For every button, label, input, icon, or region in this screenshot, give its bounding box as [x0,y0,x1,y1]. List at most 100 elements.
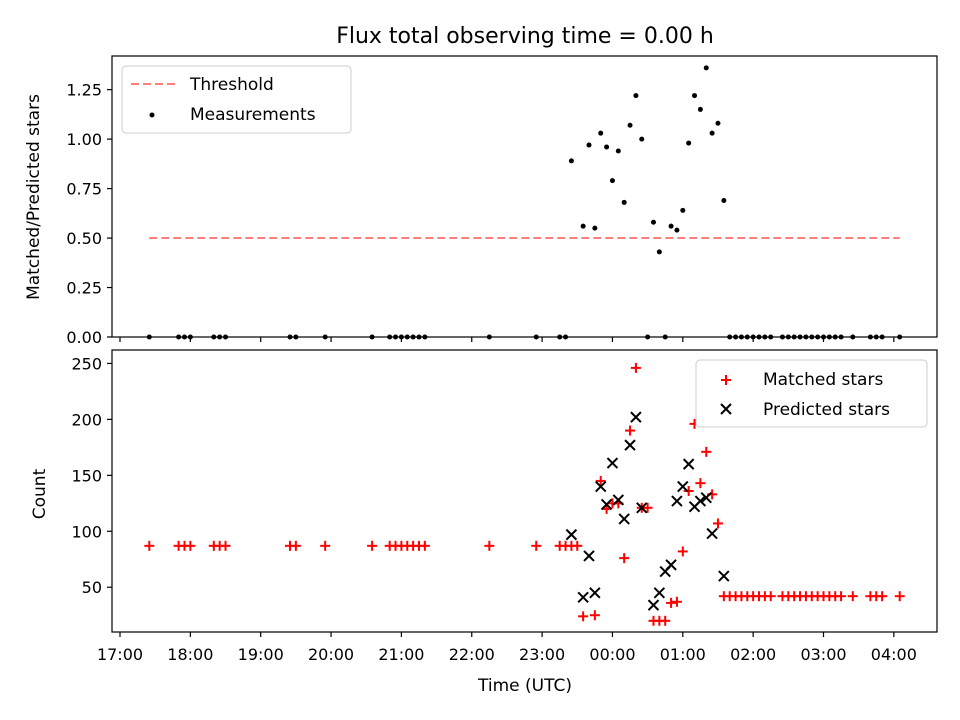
matched-star-point [695,478,706,489]
bottom-y-tick-label: 100 [71,522,102,541]
predicted-star-point [606,457,619,469]
measurement-point [721,197,727,203]
predicted-star-point [612,494,625,506]
matched-star-point [595,475,606,486]
measurement-point [680,207,686,213]
predicted-star-point [565,528,578,541]
predicted-star-point [630,411,642,423]
matched-star-point [290,540,301,551]
measurement-point [568,158,574,164]
measurement-point [615,148,621,154]
legend-matched-label: Matched stars [763,370,883,390]
x-tick-label: 21:00 [378,645,424,664]
measurement-point [586,142,592,148]
legend-measurements-swatch [149,112,155,118]
legend-measurements-label: Measurements [190,105,316,125]
measurement-point [609,178,615,184]
matched-star-point [894,591,905,602]
measurement-point [627,122,633,128]
predicted-star-point [636,502,648,514]
matched-star-point [185,540,196,551]
predicted-star-point [718,570,730,582]
predicted-star-point [589,587,601,599]
top-y-axis-label: Matched/Predicted stars [24,94,44,300]
matched-star-point [642,502,653,513]
bottom-legend: Matched stars Predicted stars [695,359,928,428]
x-tick-label: 02:00 [730,645,776,664]
chart-title: Flux total observing time = 0.00 h [336,24,714,49]
x-tick-label: 04:00 [871,645,917,664]
measurement-point [592,225,598,231]
measurement-point [580,223,586,229]
matched-star-point [877,591,888,602]
predicted-star-point [647,599,660,611]
bottom-y-tick-label: 50 [82,578,102,597]
top-y-tick-label: 0.25 [66,279,102,298]
matched-star-point [531,540,542,551]
bottom-axes-frame [111,349,938,633]
measurement-point [697,106,703,112]
matched-star-point [220,540,231,551]
x-tick-label: 19:00 [238,645,284,664]
top-y-tick-label: 0.00 [66,328,102,347]
legend-predicted-label: Predicted stars [763,400,890,420]
matched-star-point [484,540,495,551]
bottom-legend-box [695,359,928,428]
bottom-y-tick-label: 250 [71,354,102,373]
bottom-y-axis-label: Count [30,468,50,519]
measurement-point [715,120,721,126]
matched-star-point [320,540,331,551]
predicted-star-point [694,495,707,507]
measurement-point [692,93,698,99]
top-y-tick-label: 0.75 [66,180,102,199]
measurement-point [674,227,680,233]
matched-star-point [630,362,641,373]
top-legend: Threshold Measurements [121,65,352,134]
x-tick-label: 17:00 [97,645,143,664]
predicted-star-point [653,587,666,599]
matched-star-point [683,486,694,496]
matched-star-point [578,611,589,622]
measurement-point [709,130,715,136]
matched-star-point [666,597,677,608]
legend-threshold-label: Threshold [189,75,274,95]
x-tick-label: 18:00 [167,645,213,664]
predicted-star-point [665,559,677,571]
matched-star-point [419,540,430,551]
predicted-star-point [700,492,712,504]
predicted-star-point [595,480,607,493]
top-panel: 0.00 0.25 0.50 0.75 1.00 1.25 Matched/Predict… [24,55,938,347]
predicted-star-point [677,480,689,493]
top-axes-frame [111,55,938,338]
matched-star-point [572,540,583,551]
matched-star-point [836,591,847,602]
top-y-tick-label: 1.25 [66,81,102,100]
matched-star-point [701,446,712,457]
measurement-point [639,136,645,142]
matched-star-point [765,591,776,602]
x-tick-label: 01:00 [660,645,706,664]
measurement-point [604,144,610,150]
top-y-tick-label: 0.50 [66,229,102,248]
predicted-star-point [706,527,718,540]
matched-star-point [660,615,671,626]
measurement-point [621,199,627,205]
measurement-point [633,93,639,99]
matched-star-point [619,553,630,564]
x-tick-label: 22:00 [449,645,495,664]
measurement-point [668,223,674,229]
top-y-tick-label: 1.00 [66,130,102,149]
bottom-panel: 50 100 150 200 250 17:00 18:00 19:00 20:00 21:00… [30,349,938,696]
measurement-point [686,140,692,146]
matched-star-point [367,540,378,551]
x-tick-label: 20:00 [308,645,354,664]
matched-star-point [589,610,600,621]
legend-predicted-swatch [720,403,732,415]
bottom-y-tick-label: 150 [71,466,102,485]
predicted-star-point [600,498,613,511]
x-tick-label: 03:00 [800,645,846,664]
matched-star-point [712,518,723,529]
matched-star-point [671,596,682,607]
predicted-star-point [583,550,595,562]
